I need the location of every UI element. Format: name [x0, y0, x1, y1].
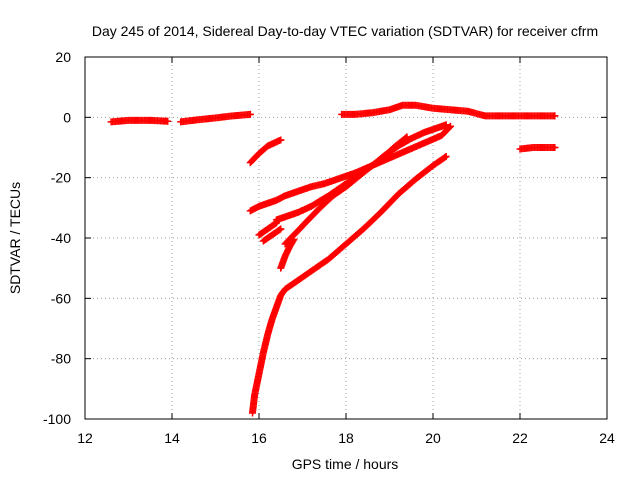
- x-axis-label: GPS time / hours: [292, 456, 399, 472]
- x-tick-label: 18: [338, 430, 354, 446]
- data-point: [551, 112, 559, 120]
- y-axis-label: SDTVAR / TECUs: [7, 182, 23, 294]
- data-series-4: [255, 219, 280, 239]
- y-tick-label: -60: [51, 290, 71, 306]
- data-series-5: [259, 225, 285, 245]
- x-tick-label: 24: [599, 430, 615, 446]
- data-point: [277, 225, 285, 233]
- data-point: [271, 220, 279, 228]
- data-point: [277, 136, 285, 144]
- data-point: [446, 122, 454, 130]
- data-series-8: [281, 121, 450, 248]
- data-point: [246, 110, 254, 118]
- plot-frame: [84, 56, 608, 420]
- x-tick-label: 14: [164, 430, 180, 446]
- y-tick-label: -80: [51, 351, 71, 367]
- chart-title: Day 245 of 2014, Sidereal Day-to-day VTE…: [92, 23, 598, 39]
- data-point: [442, 153, 450, 161]
- data-series-9: [248, 153, 450, 417]
- data-point: [551, 144, 559, 151]
- data-series-10: [338, 101, 559, 120]
- data-series-3: [246, 122, 454, 215]
- y-tick-label: -100: [43, 411, 71, 427]
- data-point: [164, 117, 172, 125]
- data-series-2: [246, 136, 285, 167]
- y-tick-label: 0: [63, 109, 71, 125]
- data-point: [276, 226, 284, 234]
- y-tick-labels: -100 -80 -60 -40 -20 0 20: [43, 49, 71, 427]
- x-tick-label: 22: [512, 430, 528, 446]
- y-tick-label: -40: [51, 230, 71, 246]
- x-tick-labels: 12 14 16 18 20 22 24: [77, 430, 615, 446]
- data-series-0: [107, 116, 172, 126]
- data-point: [441, 153, 449, 161]
- x-tick-label: 20: [425, 430, 441, 446]
- x-tick-label: 12: [77, 430, 93, 446]
- x-tick-label: 16: [251, 430, 267, 446]
- y-tick-label: -20: [51, 170, 71, 186]
- data-points: [107, 101, 559, 417]
- y-tick-label: 20: [55, 49, 71, 65]
- data-series-1: [177, 110, 254, 126]
- data-point: [442, 121, 450, 129]
- data-series-11: [516, 144, 559, 153]
